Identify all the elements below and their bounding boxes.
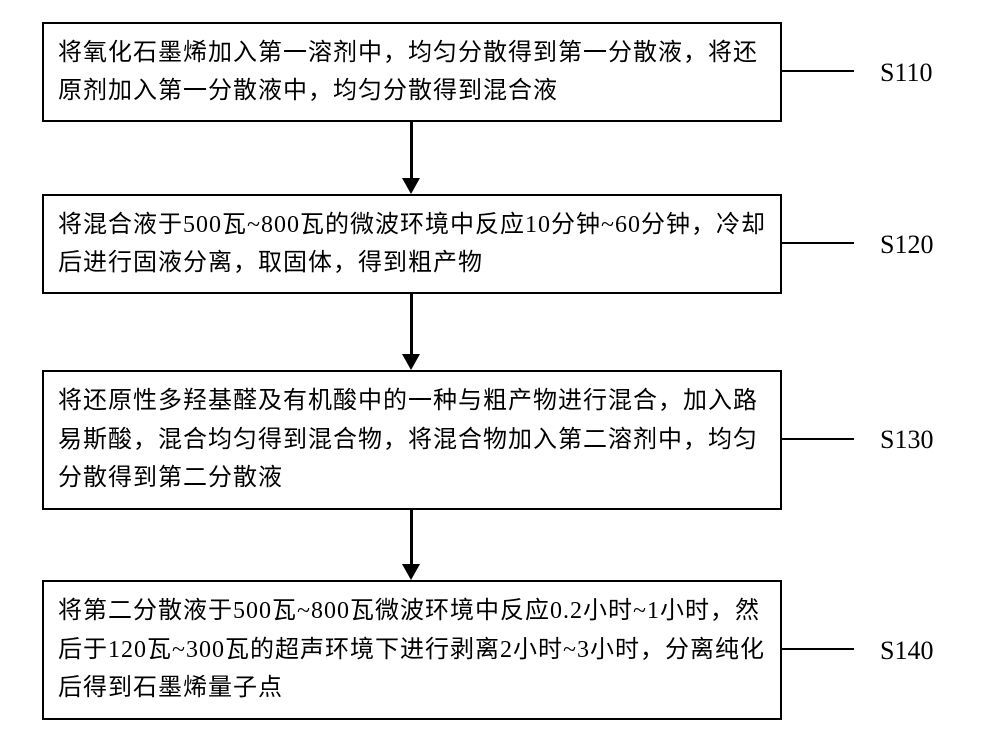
arrow-line-1	[410, 122, 413, 178]
label-tick-s110	[782, 70, 854, 72]
arrow-line-2	[410, 294, 413, 354]
step-text-s140: 将第二分散液于500瓦~800瓦微波环境中反应0.2小时~1小时，然后于120瓦…	[58, 592, 766, 707]
step-text-s120: 将混合液于500瓦~800瓦的微波环境中反应10分钟~60分钟，冷却后进行固液分…	[58, 206, 766, 283]
step-label-s120: S120	[880, 230, 933, 260]
step-label-s140: S140	[880, 636, 933, 666]
step-box-s120: 将混合液于500瓦~800瓦的微波环境中反应10分钟~60分钟，冷却后进行固液分…	[42, 194, 782, 294]
arrow-head-2	[402, 354, 420, 370]
step-label-s130: S130	[880, 425, 933, 455]
step-box-s110: 将氧化石墨烯加入第一溶剂中，均匀分散得到第一分散液，将还原剂加入第一分散液中，均…	[42, 22, 782, 122]
label-tick-s130	[782, 438, 854, 440]
step-text-s130: 将还原性多羟基醛及有机酸中的一种与粗产物进行混合，加入路易斯酸，混合均匀得到混合…	[58, 382, 766, 497]
flowchart-canvas: 将氧化石墨烯加入第一溶剂中，均匀分散得到第一分散液，将还原剂加入第一分散液中，均…	[0, 0, 1000, 738]
step-box-s140: 将第二分散液于500瓦~800瓦微波环境中反应0.2小时~1小时，然后于120瓦…	[42, 580, 782, 720]
arrow-head-3	[402, 564, 420, 580]
label-tick-s140	[782, 648, 854, 650]
arrow-line-3	[410, 510, 413, 564]
arrow-head-1	[402, 178, 420, 194]
step-box-s130: 将还原性多羟基醛及有机酸中的一种与粗产物进行混合，加入路易斯酸，混合均匀得到混合…	[42, 370, 782, 510]
step-label-s110: S110	[880, 58, 933, 88]
label-tick-s120	[782, 242, 854, 244]
step-text-s110: 将氧化石墨烯加入第一溶剂中，均匀分散得到第一分散液，将还原剂加入第一分散液中，均…	[58, 34, 766, 111]
